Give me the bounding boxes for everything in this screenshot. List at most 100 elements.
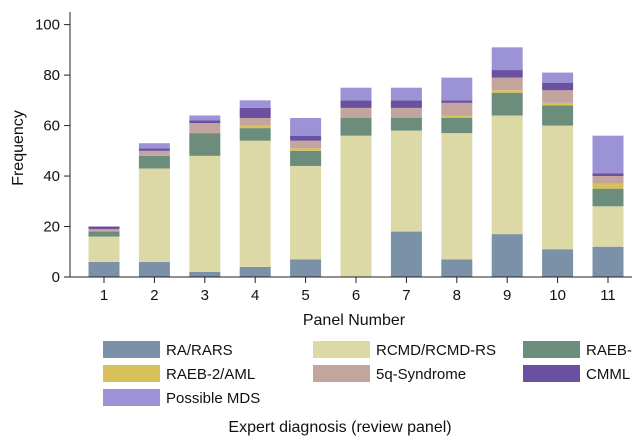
legend-label: RCMD/RCMD-RS	[376, 342, 496, 359]
y-tick-label: 40	[43, 168, 60, 185]
bar-segment	[491, 90, 523, 93]
x-tick-label: 5	[301, 287, 309, 304]
bar-segment	[138, 148, 170, 151]
x-tick-label: 8	[453, 287, 461, 304]
bar-segment	[340, 135, 372, 277]
legend-label: CMML	[586, 366, 630, 383]
y-tick-label: 80	[43, 67, 60, 84]
legend-swatch	[103, 389, 160, 406]
legend-swatch	[103, 341, 160, 358]
bar-segment	[239, 107, 271, 118]
bar-segment	[290, 148, 322, 151]
bar-segment	[138, 150, 170, 156]
y-tick-label: 60	[43, 118, 60, 135]
bar-segment	[239, 140, 271, 267]
bar-segment	[340, 87, 372, 101]
legend-swatch	[523, 365, 580, 382]
bar-segment	[290, 135, 322, 141]
bar-segment	[441, 102, 473, 116]
bar-segment	[491, 115, 523, 235]
bar-segment	[239, 128, 271, 141]
bar-segment	[542, 72, 574, 83]
y-tick-label: 20	[43, 219, 60, 236]
bar-segment	[239, 266, 271, 277]
legend-label: Possible MDS	[166, 390, 260, 407]
bar-segment	[592, 135, 624, 174]
bar-segment	[441, 118, 473, 134]
bar-segment	[441, 100, 473, 103]
bar-segment	[592, 188, 624, 207]
bar-segment	[491, 70, 523, 78]
legend-swatch	[313, 365, 370, 382]
x-tick-label: 3	[201, 287, 209, 304]
bar-segment	[491, 234, 523, 277]
bar-segment	[592, 246, 624, 277]
bar-segment	[441, 259, 473, 277]
x-tick-label: 10	[549, 287, 566, 304]
legend: RA/RARS RCMD/RCMD-RS RAEB-1 RAEB-2/AML 5q-Sy…	[103, 341, 633, 407]
y-tick-label: 100	[35, 17, 60, 34]
x-axis: 1 2 3 4 5 6 7 8 9 10 11	[70, 276, 632, 304]
bar-segment	[189, 155, 221, 272]
bar-segment	[390, 118, 422, 131]
x-axis-title: Panel Number	[303, 312, 406, 329]
bar-segment	[542, 105, 574, 126]
bar-segment	[390, 87, 422, 101]
bar-segment	[542, 102, 574, 106]
bar-segment	[592, 173, 624, 177]
bar-segment	[290, 259, 322, 277]
bar-segment	[189, 123, 221, 134]
bar-segment	[88, 231, 120, 237]
bar-segment	[88, 226, 120, 230]
bar-segment	[542, 90, 574, 103]
y-tick-label: 0	[52, 269, 60, 286]
bar-segment	[340, 107, 372, 118]
bar-segment	[290, 140, 322, 149]
bar-segment	[441, 133, 473, 260]
bar-segment	[189, 115, 221, 121]
bar-segment	[340, 118, 372, 136]
bar-segment	[290, 165, 322, 260]
bar-segment	[340, 100, 372, 108]
bar-segment	[290, 118, 322, 136]
bar-segment	[491, 77, 523, 91]
bar-segment	[138, 261, 170, 277]
bar-segment	[138, 143, 170, 149]
bar-segment	[441, 115, 473, 118]
x-tick-label: 11	[600, 287, 616, 304]
bar-segment	[189, 120, 221, 124]
bar-segment	[239, 125, 271, 129]
bar-segment	[189, 133, 221, 156]
bar-segment	[390, 231, 422, 277]
bar-segment	[592, 206, 624, 247]
bar-segment	[239, 100, 271, 108]
bar-segment	[441, 77, 473, 101]
bar-segment	[390, 130, 422, 232]
bar-segment	[592, 183, 624, 189]
bar-segment	[138, 168, 170, 262]
bars	[88, 47, 624, 277]
legend-title: Expert diagnosis (review panel)	[228, 419, 451, 436]
x-tick-label: 9	[503, 287, 511, 304]
bar-segment	[542, 82, 574, 91]
x-tick-label: 6	[352, 287, 360, 304]
bar-segment	[239, 118, 271, 126]
bar-segment	[290, 150, 322, 166]
bar-segment	[592, 176, 624, 184]
legend-swatch	[523, 341, 580, 358]
bar-segment	[542, 125, 574, 250]
bar-segment	[491, 47, 523, 71]
y-axis-title: Frequency	[10, 110, 27, 186]
bar-segment	[491, 92, 523, 116]
bar-segment	[390, 100, 422, 108]
x-tick-label: 1	[100, 287, 108, 304]
y-axis: 0 20 40 60 80 100	[35, 12, 71, 286]
legend-label: RAEB-2/AML	[166, 366, 255, 383]
bar-segment	[138, 155, 170, 169]
legend-swatch	[103, 365, 160, 382]
bar-segment	[88, 261, 120, 277]
legend-label: RAEB-1	[586, 342, 633, 359]
bar-segment	[542, 249, 574, 277]
legend-swatch	[313, 341, 370, 358]
